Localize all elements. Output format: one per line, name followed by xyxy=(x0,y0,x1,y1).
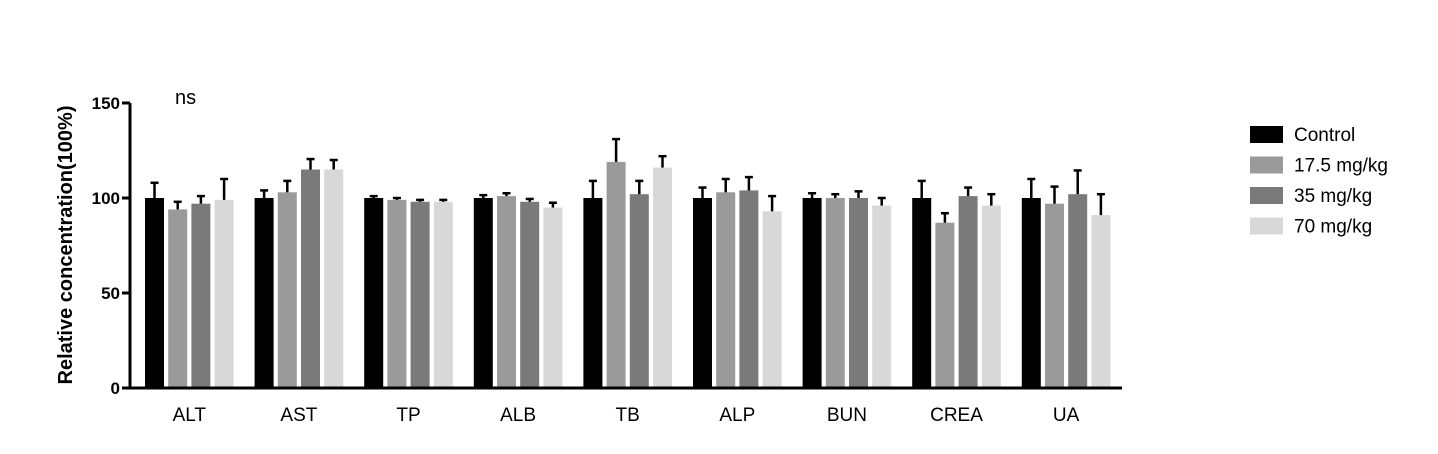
y-tick-label-100: 100 xyxy=(92,189,120,208)
x-tick-label-bun: BUN xyxy=(827,405,867,426)
x-tick-label-alp: ALP xyxy=(719,405,755,426)
bar-bun-series-2 xyxy=(825,198,845,388)
bar-alb-series-2 xyxy=(497,196,516,388)
bar-crea-series-3 xyxy=(958,196,978,388)
significance-annotation: ns xyxy=(175,87,196,109)
x-tick-label-alb: ALB xyxy=(500,405,536,426)
bar-ua-series-2 xyxy=(1045,203,1064,388)
bar-ast-series-3 xyxy=(301,169,320,388)
x-tick-label-ua: UA xyxy=(1053,405,1080,426)
bar-crea-series-1 xyxy=(912,198,932,388)
legend-swatch-3 xyxy=(1250,187,1283,204)
bar-bun-series-4 xyxy=(872,205,892,388)
bar-ast-series-4 xyxy=(324,169,344,388)
y-tick-label-0: 0 xyxy=(111,379,120,398)
axes-layer: ALT AST TP ALB TB ALP BUN CREA UA 0 50 100 150 xyxy=(92,94,1122,426)
legend-label-1: Control xyxy=(1294,125,1355,146)
bar-alt-series-3 xyxy=(191,203,211,388)
x-tick-label-ast: AST xyxy=(280,405,317,426)
bar-bun-series-3 xyxy=(849,198,868,388)
bar-tp-series-1 xyxy=(364,198,384,388)
bar-alt-series-4 xyxy=(214,199,234,388)
bar-alp-series-3 xyxy=(739,190,759,388)
legend-swatch-2 xyxy=(1250,156,1283,174)
bar-crea-series-2 xyxy=(935,222,955,388)
legend: Control 17.5 mg/kg 35 mg/kg 70 mg/kg xyxy=(1250,125,1388,238)
bar-ua-series-4 xyxy=(1091,215,1111,388)
bar-alt-series-2 xyxy=(168,209,188,388)
bar-tp-series-3 xyxy=(410,201,430,388)
bar-tp-series-4 xyxy=(433,201,453,388)
bar-alb-series-3 xyxy=(520,201,540,388)
bar-alb-series-4 xyxy=(543,207,563,388)
bar-crea-series-4 xyxy=(981,205,1001,388)
bar-tb-series-4 xyxy=(653,167,672,388)
bar-alp-series-4 xyxy=(762,211,782,388)
bar-alp-series-1 xyxy=(693,198,712,388)
bar-ast-series-2 xyxy=(277,192,297,388)
bar-bun-series-1 xyxy=(802,198,822,388)
legend-label-4: 70 mg/kg xyxy=(1294,217,1372,238)
legend-swatch-1 xyxy=(1250,126,1283,143)
legend-swatch-4 xyxy=(1250,217,1283,235)
x-tick-label-tp: TP xyxy=(396,405,420,426)
legend-label-3: 35 mg/kg xyxy=(1294,186,1372,207)
bar-ua-series-3 xyxy=(1068,194,1088,388)
legend-label-2: 17.5 mg/kg xyxy=(1294,156,1388,177)
x-tick-label-tb: TB xyxy=(616,405,640,426)
y-axis-label: Relative concentration(100%) xyxy=(55,106,77,385)
bar-tb-series-3 xyxy=(629,194,649,388)
bar-tb-series-2 xyxy=(606,161,626,388)
bars-layer xyxy=(145,137,1111,388)
bar-ua-series-1 xyxy=(1021,198,1041,388)
bar-alt-series-1 xyxy=(145,198,164,388)
x-tick-label-alt: ALT xyxy=(173,405,207,426)
x-tick-label-crea: CREA xyxy=(930,405,983,426)
bar-tp-series-2 xyxy=(387,199,407,388)
y-tick-label-50: 50 xyxy=(101,284,120,303)
bar-alb-series-1 xyxy=(473,198,493,388)
bar-ast-series-1 xyxy=(254,198,274,388)
bar-alp-series-2 xyxy=(716,192,736,388)
bar-tb-series-1 xyxy=(583,198,603,388)
y-tick-label-150: 150 xyxy=(92,94,120,113)
